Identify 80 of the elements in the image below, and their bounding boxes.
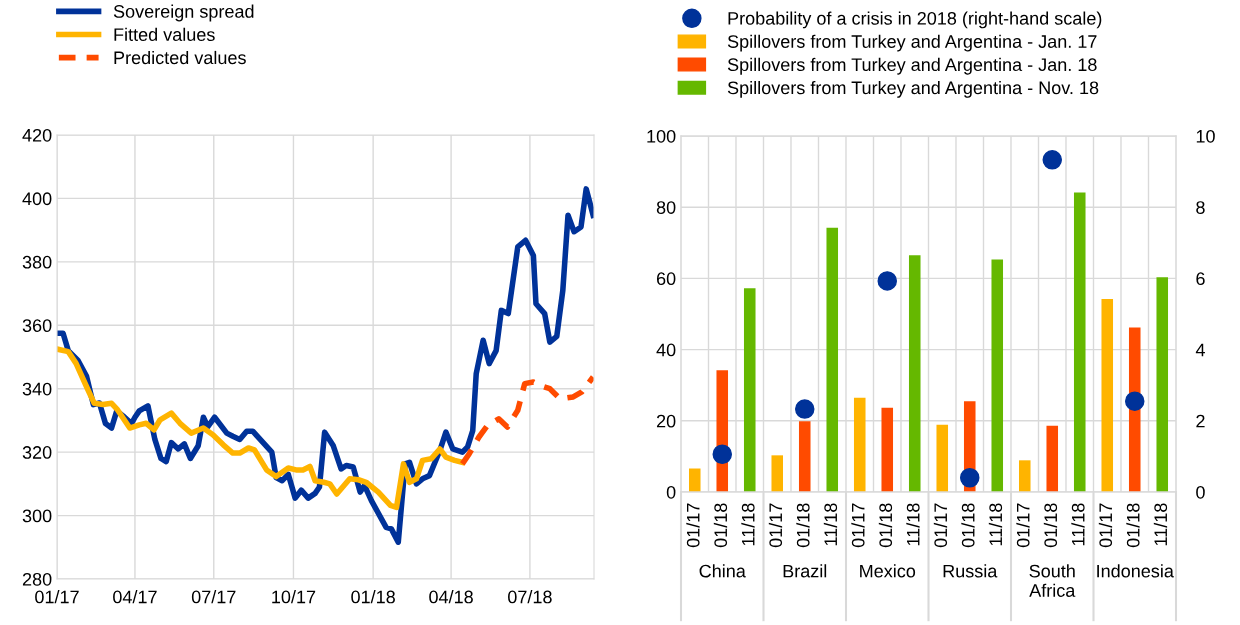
bar — [908, 255, 921, 492]
text: 01/18 — [796, 503, 810, 548]
x-tick-label: 07/17 — [191, 590, 236, 604]
y2-tick-label: 6 — [1196, 272, 1205, 286]
x-tick-label: Russia — [943, 564, 998, 578]
legend-label: Spillovers from Turkey and Argentina - Jan. 17 — [727, 34, 1097, 52]
bar — [826, 227, 839, 492]
bar — [743, 288, 756, 492]
bar — [1101, 299, 1114, 492]
y2-tick-label: 8 — [1196, 201, 1205, 214]
point — [877, 271, 897, 291]
text: 11/18 — [823, 503, 838, 546]
point — [795, 399, 815, 419]
text: 01/18 — [713, 503, 728, 548]
text: 11/18 — [741, 503, 755, 546]
x-tick-label: 07/18 — [508, 590, 552, 604]
bar — [771, 455, 784, 492]
y-tick-label: 60 — [656, 272, 676, 286]
bar — [688, 468, 701, 492]
y-tick-label: 80 — [656, 201, 676, 214]
y-tick-label: 420 — [22, 128, 52, 142]
x-tick-label: China — [699, 564, 746, 578]
text: 01/18 — [1126, 503, 1140, 548]
x-tick-label: South Africa — [1029, 564, 1076, 597]
x-tick-label: Brazil — [783, 564, 827, 578]
x-tick-label: 04/18 — [429, 590, 473, 604]
y-tick-label: 0 — [666, 485, 676, 499]
x-tick-label: Mexico — [860, 564, 916, 578]
point — [1042, 150, 1062, 170]
text: 01/17 — [933, 503, 948, 548]
bar — [798, 421, 811, 492]
x-tick-label: 04/17 — [113, 590, 157, 604]
bar — [1073, 192, 1086, 492]
legend-label: Fitted values — [114, 27, 215, 41]
point — [712, 444, 732, 465]
point — [960, 468, 980, 488]
legend-label: Predicted values — [114, 50, 246, 65]
text: 01/18 — [878, 503, 893, 548]
text: 01/17 — [851, 503, 865, 548]
y-tick-label: 300 — [22, 509, 52, 523]
legend-label: Spillovers from Turkey and Argentina - Nov. 18 — [727, 80, 1099, 98]
text: 01/17 — [768, 503, 783, 548]
text: 01/18 — [961, 503, 975, 548]
x-tick-label: 01/17 — [35, 590, 79, 604]
text: 01/17 — [1016, 503, 1030, 548]
y2-tick-label: 0 — [1196, 485, 1205, 499]
legend-label: Sovereign spread — [113, 4, 254, 22]
y2-tick-label: 2 — [1196, 414, 1205, 428]
text: 11/18 — [906, 503, 920, 546]
bar — [853, 397, 866, 492]
y2-tick-label: 10 — [1196, 129, 1215, 143]
text: 01/17 — [686, 503, 700, 548]
text: 11/18 — [1071, 503, 1085, 546]
bar — [991, 259, 1004, 492]
y-tick-label: 40 — [656, 343, 676, 357]
x-tick-label: 01/18 — [351, 590, 395, 604]
bar — [881, 407, 894, 492]
y-tick-label: 280 — [22, 572, 52, 586]
bar — [1128, 327, 1141, 492]
y-tick-label: 380 — [22, 255, 52, 269]
bar — [1046, 425, 1059, 492]
y-tick-label: 400 — [22, 192, 52, 206]
x-tick-label: Indonesia — [1097, 564, 1174, 578]
legend-label: Probability of a crisis in 2018 (right-hand scale) — [728, 11, 1102, 29]
text: 11/18 — [1153, 503, 1168, 546]
y-tick-label: 320 — [22, 446, 52, 459]
bar — [1018, 460, 1031, 492]
text: 01/18 — [1043, 503, 1058, 548]
y-tick-label: 340 — [22, 382, 52, 396]
text: 11/18 — [988, 503, 1003, 546]
point — [1125, 391, 1145, 411]
y-tick-label: 360 — [22, 319, 52, 333]
y-tick-label: 20 — [656, 414, 676, 428]
legend-label: Spillovers from Turkey and Argentina - Jan. 18 — [727, 57, 1097, 75]
bar — [936, 424, 949, 492]
bar — [1156, 277, 1169, 492]
y-tick-label: 100 — [647, 129, 676, 143]
y2-tick-label: 4 — [1195, 343, 1205, 357]
x-tick-label: 10/17 — [272, 590, 316, 604]
text: 01/17 — [1098, 503, 1113, 548]
